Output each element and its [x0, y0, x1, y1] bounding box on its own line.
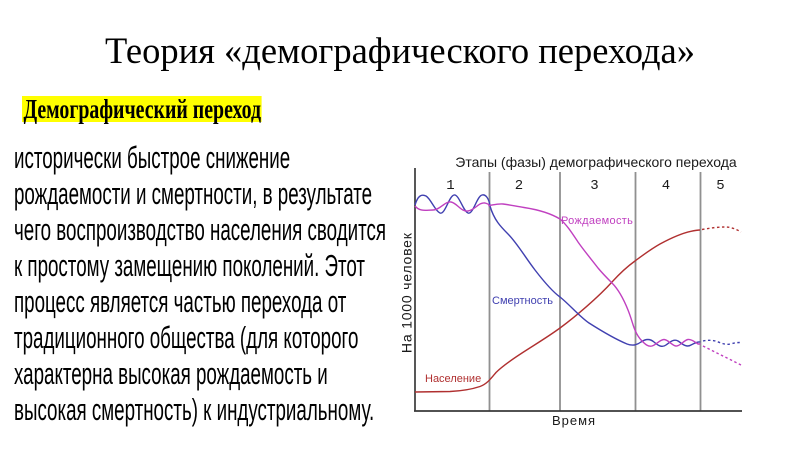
svg-text:3: 3 [590, 178, 598, 194]
svg-text:5: 5 [716, 178, 724, 194]
svg-text:Смертность: Смертность [492, 295, 553, 307]
svg-text:1: 1 [446, 178, 454, 194]
svg-text:На 1000 человек: На 1000 человек [399, 232, 415, 353]
svg-text:2: 2 [515, 178, 523, 194]
svg-text:Рождаемость: Рождаемость [561, 215, 633, 227]
svg-text:Этапы (фазы) демографического: Этапы (фазы) демографического перехода [455, 154, 737, 170]
svg-text:Население: Население [425, 373, 481, 385]
svg-text:Время: Время [552, 413, 596, 428]
svg-text:4: 4 [662, 178, 670, 194]
